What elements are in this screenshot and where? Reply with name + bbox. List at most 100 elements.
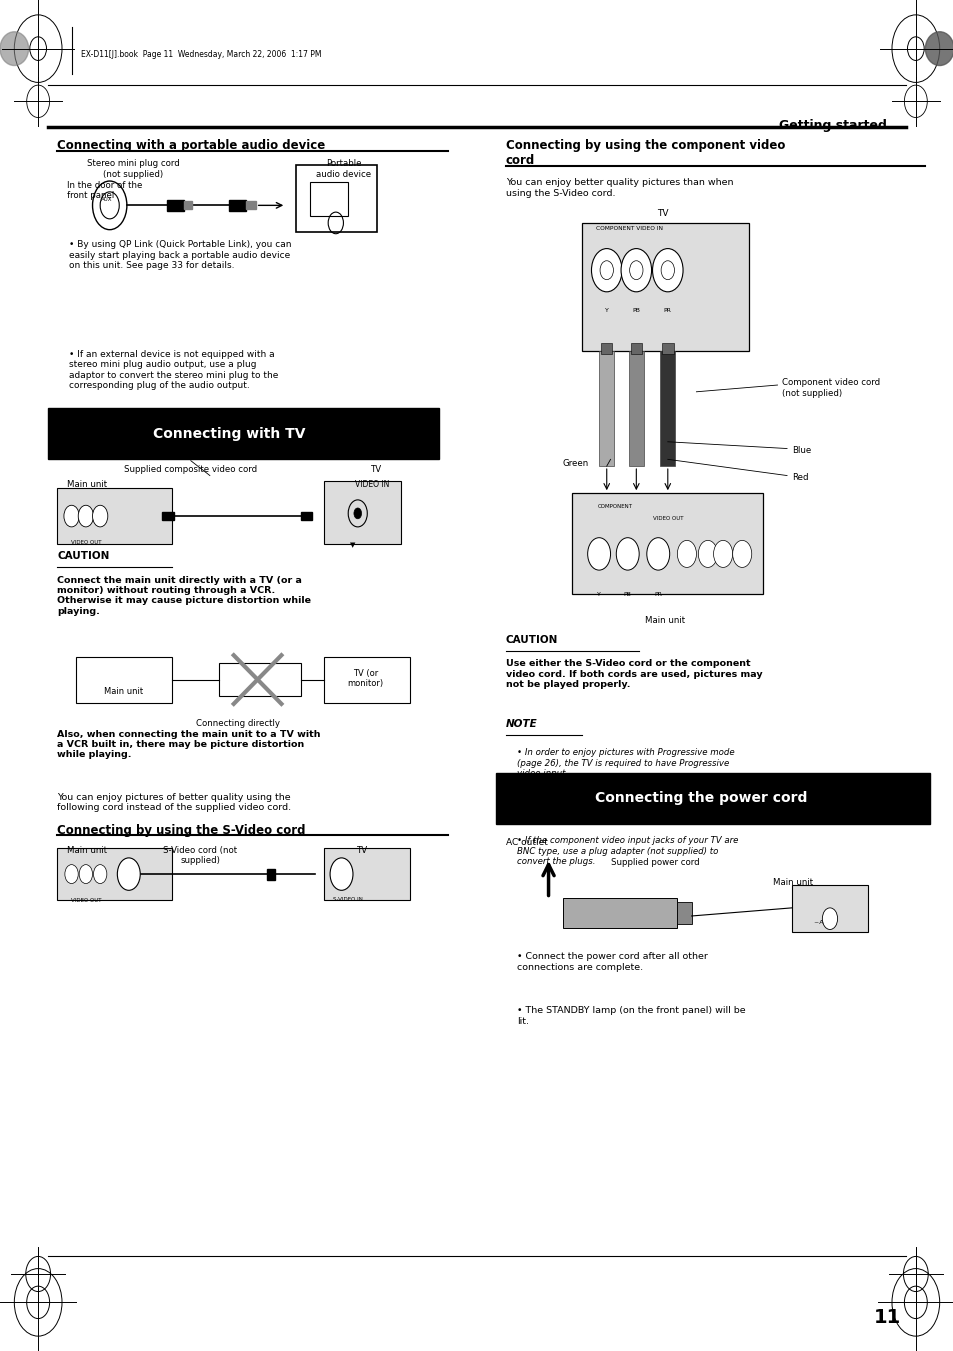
Text: S-VIDEO IN: S-VIDEO IN [333, 897, 363, 902]
Text: • If an external device is not equipped with a
stereo mini plug audio output, us: • If an external device is not equipped … [69, 350, 277, 390]
Bar [572, 493, 762, 594]
Text: VIDEO OUT: VIDEO OUT [71, 898, 101, 904]
Text: In the door of the
front panel: In the door of the front panel [67, 181, 142, 200]
Text: AC outlet: AC outlet [505, 838, 547, 847]
Bar [600, 343, 612, 354]
Circle shape [652, 249, 682, 292]
Text: CAUTION: CAUTION [57, 551, 110, 561]
Text: TV: TV [356, 846, 368, 855]
Text: ▼: ▼ [350, 542, 355, 547]
Circle shape [677, 540, 696, 567]
Text: Main unit: Main unit [644, 616, 684, 626]
Circle shape [620, 249, 651, 292]
Bar [324, 848, 410, 900]
Bar [246, 201, 255, 209]
Text: • Connect the power cord after all other
connections are complete.: • Connect the power cord after all other… [517, 952, 707, 971]
Text: Supplied power cord: Supplied power cord [610, 858, 699, 867]
Circle shape [330, 858, 353, 890]
Text: COMPONENT VIDEO IN: COMPONENT VIDEO IN [596, 226, 662, 231]
Bar [57, 848, 172, 900]
Text: You can enjoy better quality pictures than when
using the S-Video cord.: You can enjoy better quality pictures th… [505, 178, 732, 197]
Circle shape [78, 505, 93, 527]
Text: VIDEO IN: VIDEO IN [355, 480, 389, 489]
Circle shape [64, 505, 79, 527]
Bar [267, 869, 274, 880]
Text: TV (or
monitor): TV (or monitor) [347, 669, 383, 688]
Text: PB: PB [623, 592, 631, 597]
Text: NOTE: NOTE [505, 719, 537, 728]
Text: AUX: AUX [101, 197, 112, 203]
Circle shape [591, 249, 621, 292]
Bar [562, 898, 677, 928]
Bar [57, 488, 172, 544]
Bar [677, 902, 691, 924]
Text: • The STANDBY lamp (on the front panel) will be
lit.: • The STANDBY lamp (on the front panel) … [517, 1006, 745, 1025]
Circle shape [587, 538, 610, 570]
Bar [295, 165, 376, 232]
Bar [167, 200, 184, 211]
Text: Main unit: Main unit [67, 480, 107, 489]
Bar [300, 512, 312, 520]
Bar [162, 512, 173, 520]
Text: 11: 11 [873, 1308, 900, 1327]
Bar [791, 885, 867, 932]
Bar [76, 657, 172, 703]
Bar [229, 200, 246, 211]
Text: Red: Red [791, 473, 807, 482]
Bar [184, 201, 192, 209]
Circle shape [821, 908, 837, 929]
Text: Connecting with a portable audio device: Connecting with a portable audio device [57, 139, 325, 153]
Circle shape [713, 540, 732, 567]
Bar [630, 343, 641, 354]
Bar [496, 773, 929, 824]
Circle shape [65, 865, 78, 884]
Ellipse shape [924, 31, 953, 66]
Text: Connecting the power cord: Connecting the power cord [595, 792, 806, 805]
Text: Supplied composite video cord: Supplied composite video cord [124, 465, 257, 474]
Bar [324, 481, 400, 544]
Text: TV: TV [371, 465, 382, 474]
Text: COMPONENT: COMPONENT [598, 504, 632, 509]
Bar [219, 663, 300, 696]
Text: Connecting directly: Connecting directly [196, 719, 280, 728]
Text: Main unit: Main unit [67, 846, 107, 855]
Circle shape [93, 865, 107, 884]
Text: Connecting by using the component video
cord: Connecting by using the component video … [505, 139, 784, 168]
Text: Green: Green [562, 459, 589, 469]
Text: TV: TV [657, 209, 668, 219]
Text: Component video cord
(not supplied): Component video cord (not supplied) [781, 378, 880, 397]
Text: Blue: Blue [791, 446, 810, 455]
Circle shape [117, 858, 140, 890]
Circle shape [354, 508, 361, 519]
Text: Use either the S-Video cord or the component
video cord. If both cords are used,: Use either the S-Video cord or the compo… [505, 659, 761, 689]
Text: Y: Y [604, 308, 608, 313]
Text: Getting started: Getting started [779, 119, 886, 132]
Text: VIDEO OUT: VIDEO OUT [71, 540, 101, 546]
Circle shape [79, 865, 92, 884]
Bar [628, 351, 643, 466]
Bar [581, 223, 748, 351]
Circle shape [629, 261, 642, 280]
Text: You can enjoy pictures of better quality using the
following cord instead of the: You can enjoy pictures of better quality… [57, 793, 291, 812]
Text: Connecting by using the S-Video cord: Connecting by using the S-Video cord [57, 824, 305, 838]
Circle shape [660, 261, 674, 280]
Text: Stereo mini plug cord
(not supplied): Stereo mini plug cord (not supplied) [87, 159, 180, 178]
Ellipse shape [0, 31, 29, 66]
Text: PB: PB [632, 308, 639, 313]
Text: Also, when connecting the main unit to a TV with
a VCR built in, there may be pi: Also, when connecting the main unit to a… [57, 730, 320, 759]
Text: Y: Y [597, 592, 600, 597]
Text: • By using QP Link (Quick Portable Link), you can
easily start playing back a po: • By using QP Link (Quick Portable Link)… [69, 240, 291, 270]
Text: • If the component video input jacks of your TV are
BNC type, use a plug adapter: • If the component video input jacks of … [517, 836, 738, 866]
Text: ~AC IN: ~AC IN [813, 920, 836, 925]
Circle shape [92, 505, 108, 527]
Circle shape [616, 538, 639, 570]
Text: Connecting with TV: Connecting with TV [152, 427, 305, 440]
Bar [48, 408, 438, 459]
Bar [598, 351, 614, 466]
Circle shape [646, 538, 669, 570]
Text: S-Video cord (not
supplied): S-Video cord (not supplied) [163, 846, 237, 865]
Text: PR: PR [654, 592, 661, 597]
Bar [324, 657, 410, 703]
Text: CAUTION: CAUTION [505, 635, 558, 644]
Circle shape [599, 261, 613, 280]
